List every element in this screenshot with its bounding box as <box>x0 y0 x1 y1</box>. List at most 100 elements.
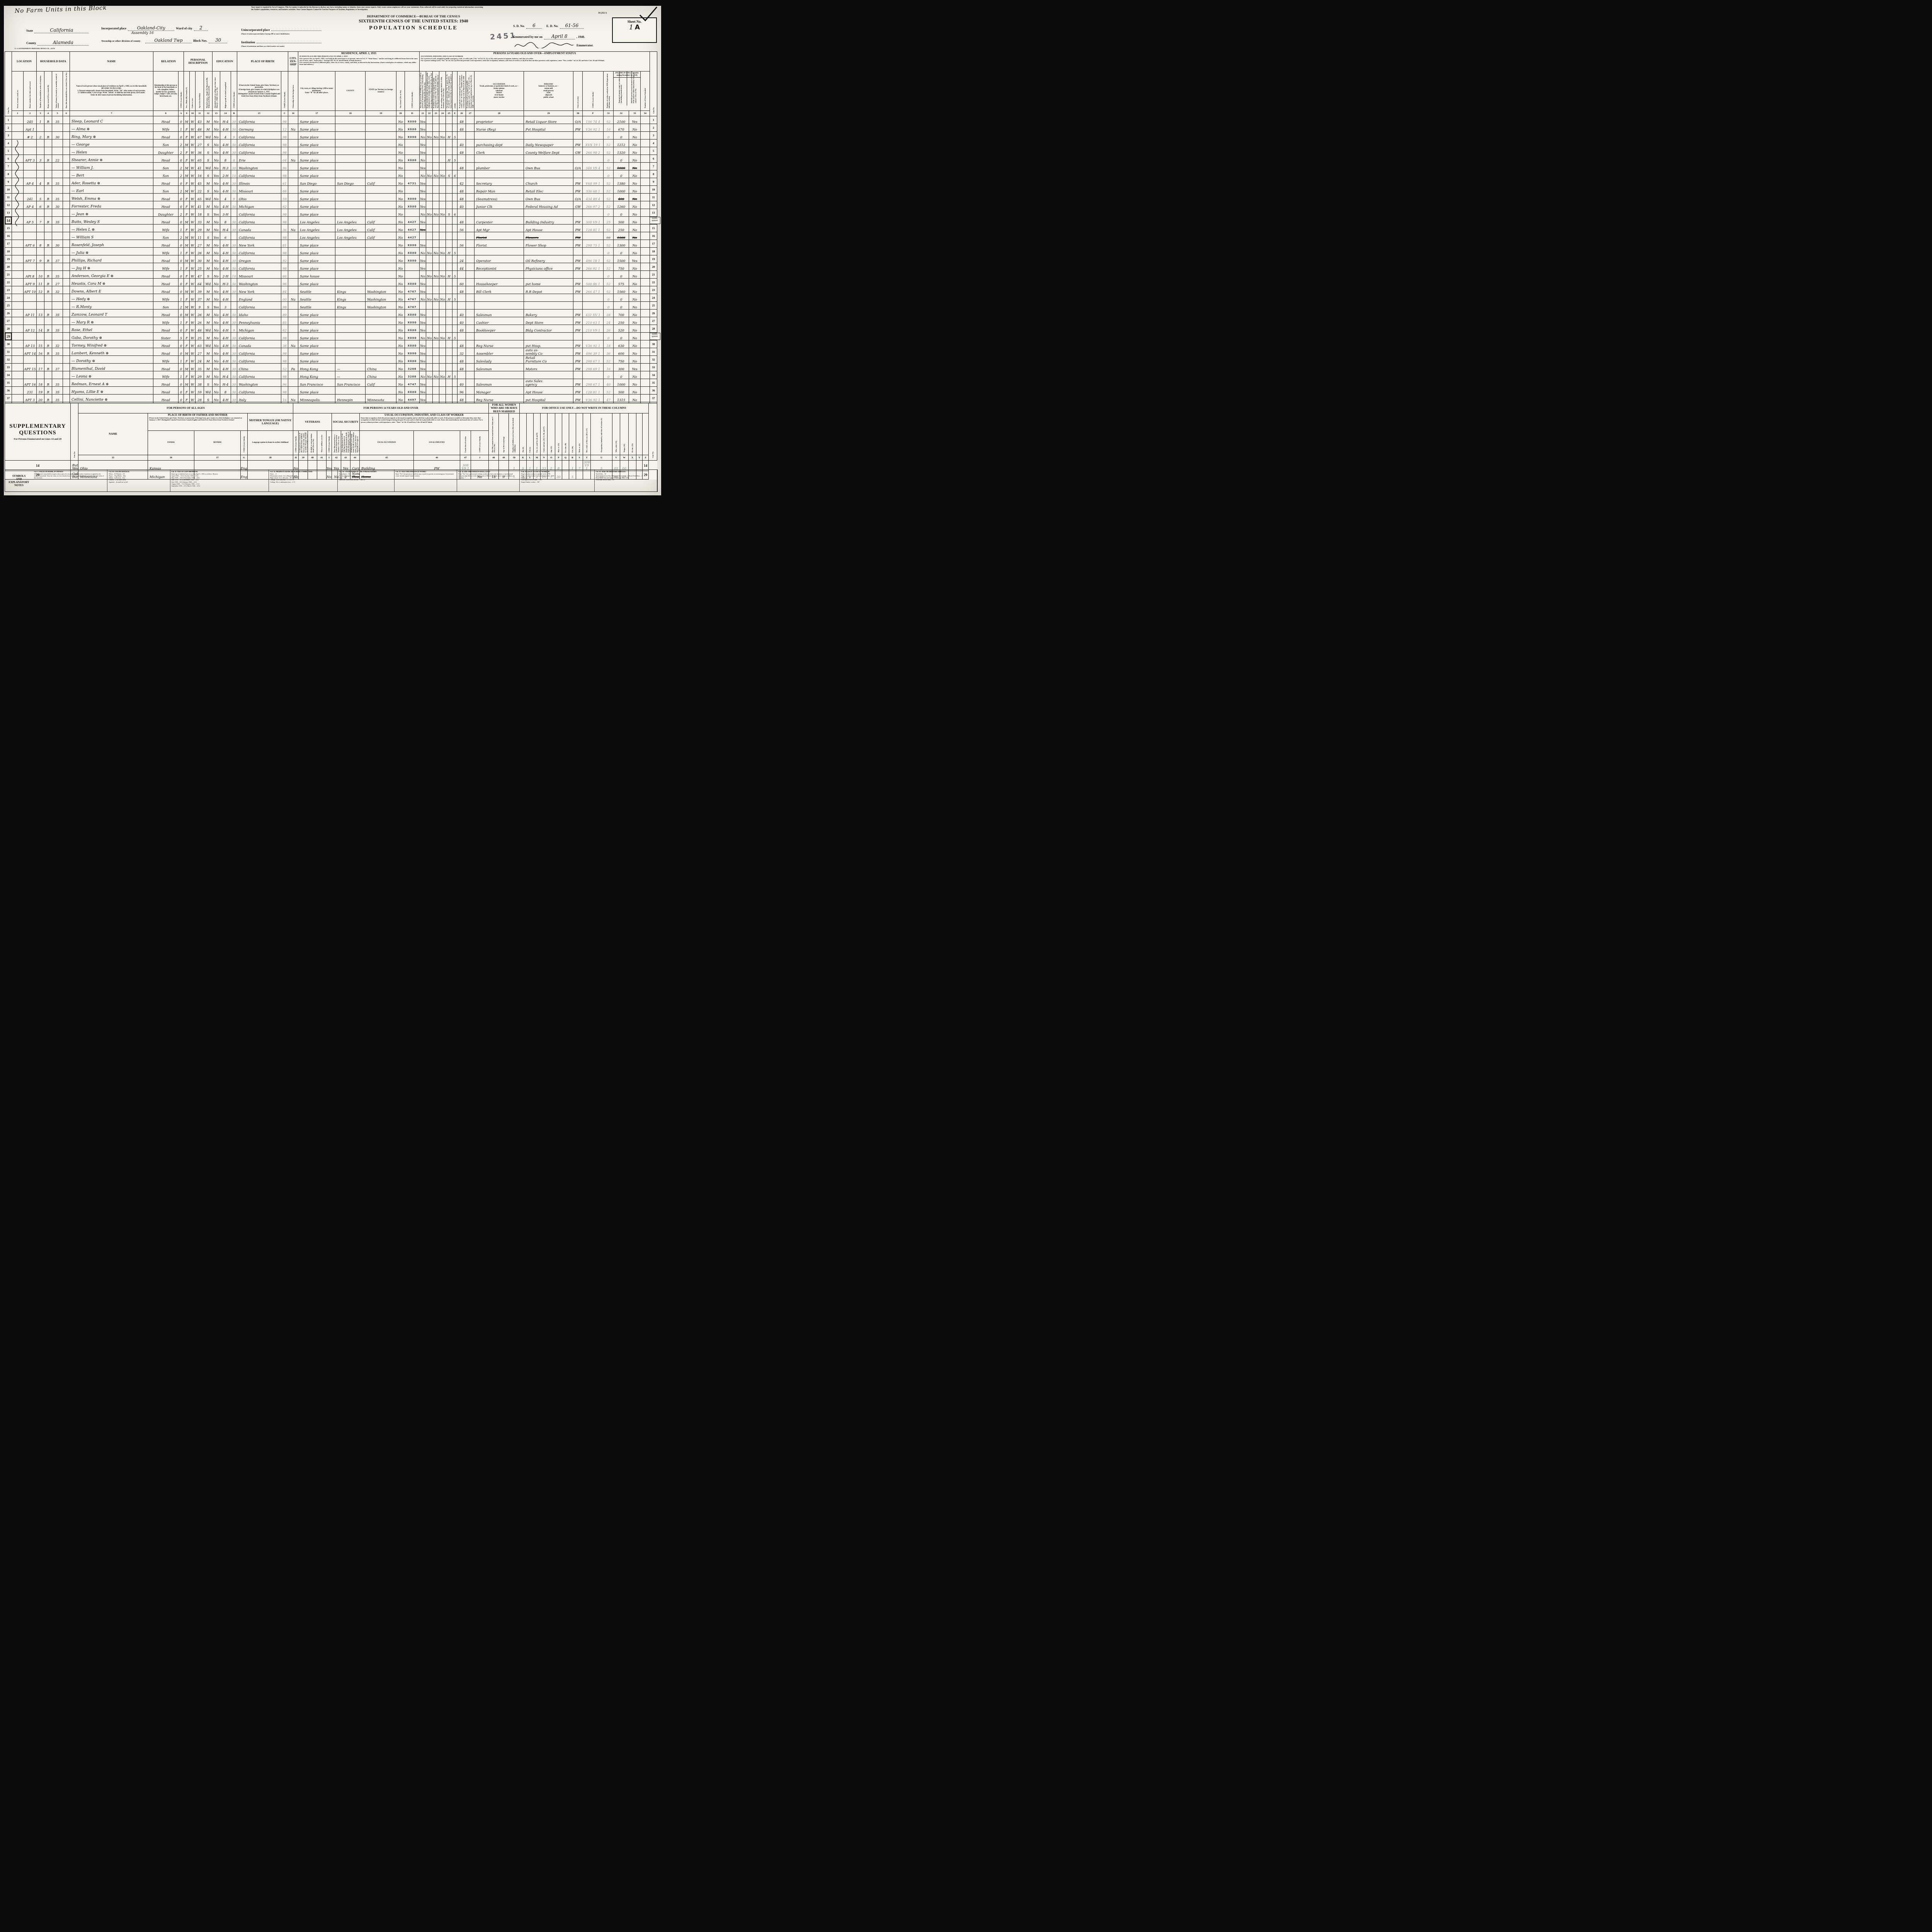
cell-race: W <box>189 155 196 163</box>
cell-codeF: 298 69 1 <box>582 363 604 371</box>
cell-resCounty: San Francisco <box>335 379 366 387</box>
cell-farm <box>63 355 70 364</box>
suppl-office-col-R: Cit. (16) <box>569 413 577 455</box>
cell-bp: California <box>237 247 282 255</box>
suppl-title-box: SUPPLEMENTARY QUESTIONS For Persons Enume… <box>5 403 71 461</box>
cell-c25 <box>446 340 453 348</box>
col-label-codeA: CODE (Leave blank) <box>180 92 182 108</box>
col-number-sex: 9 <box>184 111 190 116</box>
cell-c25 <box>446 394 453 402</box>
note-title: Col. 11. AGE AT LAST BIRTHDAY: <box>171 471 198 473</box>
cell-c24 <box>439 379 446 387</box>
cell-race: W <box>189 301 196 310</box>
cell-c24: No <box>439 270 446 279</box>
cell-codeD: 4767 <box>405 301 420 310</box>
cell-wks: 36 <box>603 348 614 356</box>
cell-relation: Head <box>153 379 179 387</box>
cell-value: 35 <box>52 394 63 402</box>
cell-fsch <box>640 348 650 356</box>
cell-c21: Yes <box>419 116 427 124</box>
cell-codeF <box>582 209 604 217</box>
cell-fsch <box>640 340 650 348</box>
col-number-resCounty: 18 <box>335 111 366 116</box>
suppl-number-hH: H <box>293 454 299 461</box>
cell-wage: 0 <box>613 301 629 310</box>
cell-value: 35 <box>52 193 63 201</box>
cell-ind: Physicians office <box>524 263 574 271</box>
township-note-handwriting: Assembly 16 <box>131 31 154 35</box>
cell-codeF: 298 67 1 <box>582 379 604 387</box>
cell-c25 <box>446 309 453 317</box>
cell-tenure: R <box>44 286 53 294</box>
cell-codeB: 9 <box>231 325 238 333</box>
cell-school: No <box>212 124 221 132</box>
col-number-cit: 16 <box>288 111 299 116</box>
col-header-tenure: Home owned (O) or rented (R) <box>44 71 53 111</box>
line-number-right: 8 <box>650 170 658 178</box>
cell-farm35: No <box>396 247 405 255</box>
office-label-V: Wks. wkd. (31) <box>615 441 617 452</box>
incorporated-field: Incorporated place Oakland-City Ward of … <box>101 24 208 31</box>
cell-name: Rosenfeld, Joseph <box>70 240 154 248</box>
cell-codeC: 98 <box>281 209 289 217</box>
cell-c21: Yes <box>419 355 427 364</box>
cell-codeF <box>582 294 604 302</box>
col-label-codeC: CODE (Leave blank) <box>283 92 286 108</box>
suppl-office-col-Y <box>636 413 643 455</box>
cell-codeE <box>452 394 458 402</box>
cell-school: No <box>212 224 221 232</box>
table-row: 14 AP 5 7 R 35 Butts, Wesley S Head 0 M W 33 M No 8 30… <box>5 216 658 224</box>
cell-wage: 520 <box>613 325 629 333</box>
col-label-value: Value of home, if owned, or monthly rent… <box>55 74 60 108</box>
cell-oinc: Yes <box>629 255 641 263</box>
column-group-household-data: HOUSEHOLD DATA <box>36 51 70 71</box>
cell-name: — Bert <box>70 170 154 178</box>
cell-resCounty: Kings <box>335 286 366 294</box>
cell-marital: M <box>204 309 213 317</box>
cell-cit <box>288 255 299 263</box>
page-header: No Farm Units in this Block Your report … <box>4 4 661 49</box>
note-title: Col. 5. VALUE OF HOME, IF OWNED: <box>34 471 63 473</box>
suppl-quest-tag: SUPPL. QUEST. <box>650 332 660 340</box>
cell-marital: S <box>204 394 213 402</box>
cell-grade: 6 <box>220 232 231 240</box>
cell-farm <box>63 209 70 217</box>
col-number-oinc: 33 <box>629 111 641 116</box>
cell-codeB <box>231 232 238 240</box>
suppl-number-mother: 37 <box>194 454 241 461</box>
cell-name: — Jean ⊗ <box>70 209 154 217</box>
cell-codeA: 1 <box>178 263 184 271</box>
cell-race: W <box>189 240 196 248</box>
cell-cls: PW <box>573 309 583 317</box>
cell-marital: M <box>204 247 213 255</box>
enumerator-signature <box>514 42 574 49</box>
cell-resCity: Same place <box>298 139 336 147</box>
cell-grade: 4-H <box>220 255 231 263</box>
note-title: Cols. 30 and 47. CLASS OF WORKER: <box>521 471 550 473</box>
col-header-hh: Number of household in order of visitati… <box>36 71 45 111</box>
cell-wks: 52 <box>603 386 614 395</box>
cell-resCounty <box>335 170 366 178</box>
suppl-number-Z: Z <box>642 454 649 461</box>
title-block: DEPARTMENT OF COMMERCE—BUREAU OF THE CEN… <box>325 14 502 31</box>
cell-codeA: 2 <box>178 232 184 240</box>
suppl-col-v40: If child, is veteran-father dead? (Yes o… <box>308 430 318 455</box>
cell-wage: 0 <box>613 332 629 340</box>
suppl-number-jJ: J <box>471 454 489 461</box>
cell-codeB: 30 <box>231 363 238 371</box>
township-value: Oakland Twp <box>145 38 192 43</box>
cell-c22 <box>426 124 433 132</box>
cell-codeA: 0 <box>178 216 184 224</box>
cell-age: 33 <box>195 216 204 224</box>
table-row: 28 AP 12 14 R 35 Rose, Ethel Head 0 F W 46 Wd No 4-H 9… <box>5 325 658 333</box>
cell-wks: 26 <box>603 325 614 333</box>
group-note: IN WHAT PLACE DID THIS PERSON LIVE ON AP… <box>299 55 418 66</box>
cell-c21: No <box>419 270 427 279</box>
cell-codeD: X0X0 <box>405 309 420 317</box>
cell-bp: Missouri <box>237 185 282 194</box>
cell-street <box>12 371 24 379</box>
col-number-codeB: B <box>231 111 238 116</box>
cell-cls <box>573 332 583 340</box>
suppl-cell-w48 <box>471 460 489 471</box>
cell-resState: Washington <box>365 294 397 302</box>
